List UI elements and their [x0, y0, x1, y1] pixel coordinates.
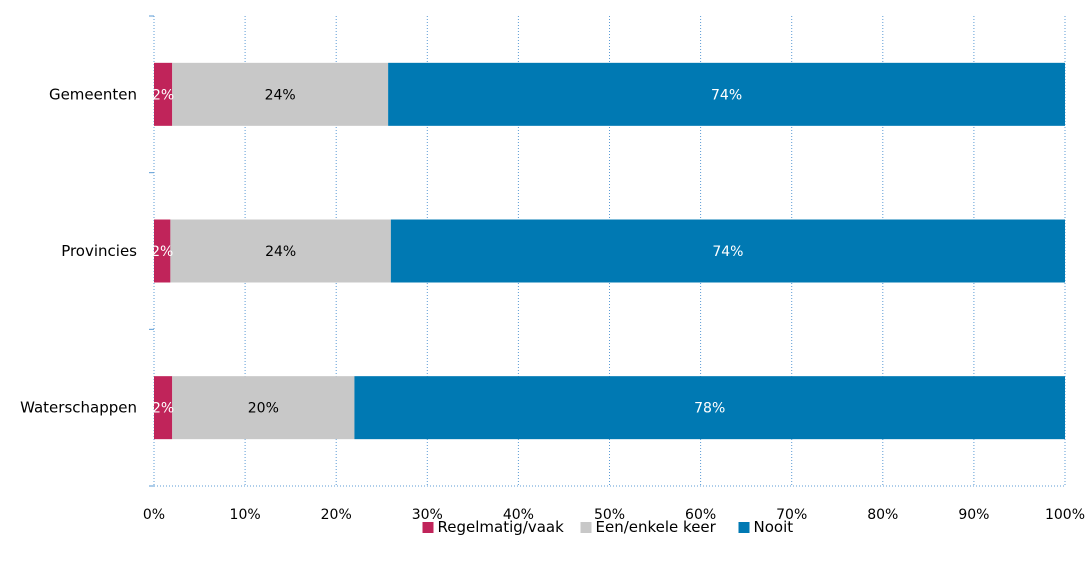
x-tick-label: 50%: [594, 507, 625, 523]
data-label: 2%: [152, 401, 174, 417]
data-label: 78%: [694, 401, 725, 417]
legend-swatch: [422, 522, 434, 533]
bar-segment: [154, 376, 173, 440]
bar-segment: [390, 219, 1065, 283]
x-tick-label: 100%: [1045, 507, 1085, 523]
data-labels: 2% 24% 74% 2% 24% 74% 2% 20% 78%: [151, 87, 743, 416]
bar-segment: [154, 62, 173, 126]
legend-label: Nooit: [754, 518, 794, 536]
data-label: 24%: [265, 87, 296, 103]
data-label: 74%: [712, 244, 743, 260]
x-tick-label: 0%: [143, 507, 165, 523]
bars: [154, 62, 1065, 440]
x-tick-label: 70%: [776, 507, 807, 523]
data-label: 2%: [151, 244, 173, 260]
data-label: 2%: [152, 87, 174, 103]
category-label: Provincies: [61, 242, 137, 260]
x-tick-label: 60%: [685, 507, 716, 523]
category-label: Waterschappen: [20, 399, 137, 417]
category-label: Gemeenten: [49, 85, 137, 103]
bar-segment: [170, 219, 391, 283]
x-tick-label: 20%: [321, 507, 352, 523]
data-label: 20%: [248, 401, 279, 417]
bar-segment: [172, 62, 389, 126]
data-label: 24%: [265, 244, 296, 260]
legend-label: Regelmatig/vaak: [438, 518, 565, 536]
bar-segment: [388, 62, 1065, 126]
x-tick-label: 30%: [412, 507, 443, 523]
legend-label: Een/enkele keer: [596, 518, 717, 536]
x-tick-label: 90%: [958, 507, 989, 523]
legend-swatch: [738, 522, 750, 533]
data-label: 74%: [711, 87, 742, 103]
bar-segment: [154, 219, 171, 283]
bar-segment: [354, 376, 1065, 440]
legend: Regelmatig/vaak Een/enkele keer Nooit: [422, 518, 794, 536]
legend-swatch: [580, 522, 592, 533]
bar-segment: [172, 376, 355, 440]
x-tick-label: 40%: [503, 507, 534, 523]
x-tick-label: 80%: [867, 507, 898, 523]
x-tick-label: 10%: [230, 507, 261, 523]
